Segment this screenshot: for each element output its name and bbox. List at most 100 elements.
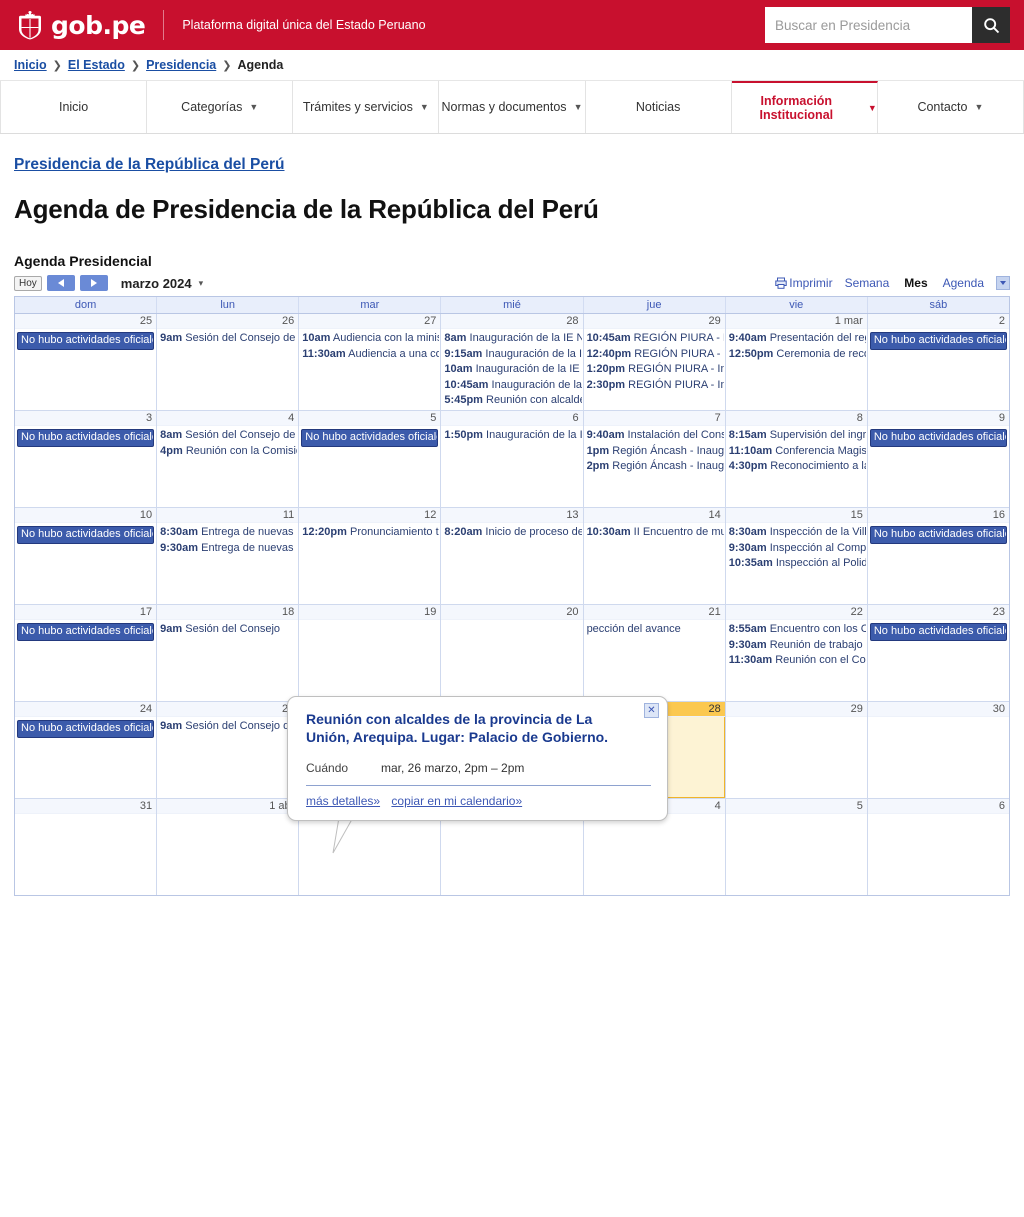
next-month-button[interactable] xyxy=(79,275,108,291)
calendar-event[interactable]: 10:30am II Encuentro de muj xyxy=(585,525,724,541)
calendar-event[interactable]: 8:30am Inspección de la Villa xyxy=(727,525,866,541)
calendar-day-cell[interactable]: 27 10am Audiencia con la minist 11:30am Au… xyxy=(299,314,442,410)
prev-month-button[interactable] xyxy=(46,275,75,291)
calendar-event[interactable]: 1:20pm REGIÓN PIURA - Inau xyxy=(585,362,724,378)
view-tab-semana[interactable]: Semana xyxy=(844,276,890,290)
calendar-event[interactable]: 9am Sesión del Consejo de M xyxy=(158,719,297,735)
calendar-day-cell[interactable]: 7 9:40am Instalación del Conse 1pm Región … xyxy=(583,411,726,507)
calendar-event[interactable]: 12:20pm Pronunciamiento tra xyxy=(300,525,439,541)
calendar-day-cell[interactable]: 17 No hubo actividades oficiales xyxy=(15,605,158,701)
calendar-event[interactable]: 9:40am Instalación del Conse xyxy=(585,428,724,444)
calendar-day-cell[interactable]: 20 xyxy=(441,605,584,701)
no-activities-badge[interactable]: No hubo actividades oficiales xyxy=(869,429,1007,447)
calendar-day-cell[interactable]: 5 No hubo actividades oficiales xyxy=(299,411,442,507)
calendar-day-cell[interactable]: 14 10:30am II Encuentro de muj xyxy=(583,508,726,604)
calendar-event[interactable]: 8:15am Supervisión del ingre xyxy=(727,428,866,444)
no-activities-badge[interactable]: No hubo actividades oficiales xyxy=(17,429,155,447)
calendar-day-cell[interactable]: 19 xyxy=(299,605,442,701)
print-button[interactable]: Imprimir xyxy=(775,276,833,290)
calendar-event[interactable]: 2pm Región Áncash - Inaugu xyxy=(585,459,724,475)
calendar-event[interactable]: 9:30am Entrega de nuevas xyxy=(158,541,297,557)
calendar-event[interactable]: 2:30pm REGIÓN PIURA - Inau xyxy=(585,378,724,394)
calendar-day-cell[interactable]: 3 No hubo actividades oficiales xyxy=(15,411,158,507)
no-activities-badge[interactable]: No hubo actividades oficiales xyxy=(17,332,155,350)
calendar-day-cell[interactable]: 31 xyxy=(15,799,158,895)
calendar-event[interactable]: 11:30am Reunión con el Cons xyxy=(727,653,866,669)
no-activities-badge[interactable]: No hubo actividades oficiales xyxy=(869,526,1007,544)
view-tab-mes[interactable]: Mes xyxy=(901,275,931,291)
calendar-day-cell[interactable]: 30 xyxy=(867,702,1009,798)
no-activities-badge[interactable]: No hubo actividades oficiales xyxy=(17,720,155,738)
calendar-day-cell[interactable]: 2 No hubo actividades oficiales xyxy=(867,314,1009,410)
calendar-event[interactable]: 9:15am Inauguración de la IE xyxy=(442,347,581,363)
calendar-event[interactable]: pección del avance xyxy=(585,622,724,638)
calendar-event[interactable]: 10:45am Inauguración de la xyxy=(442,378,581,394)
today-button[interactable]: Hoy xyxy=(14,275,42,291)
calendar-event[interactable]: 8:55am Encuentro con los Co xyxy=(727,622,866,638)
calendar-event[interactable]: 10:45am REGIÓN PIURA - Ina xyxy=(585,331,724,347)
calendar-day-cell[interactable]: 15 8:30am Inspección de la Villa 9:30am In… xyxy=(725,508,868,604)
calendar-event[interactable]: 8:20am Inicio de proceso de xyxy=(442,525,581,541)
calendar-day-cell[interactable]: 1 abr xyxy=(157,799,300,895)
calendar-day-cell[interactable]: 23 No hubo actividades oficiales xyxy=(867,605,1009,701)
calendar-day-cell[interactable]: 12 12:20pm Pronunciamiento tra xyxy=(299,508,442,604)
brand-logo[interactable]: gob.pe xyxy=(0,10,146,40)
calendar-event[interactable]: 8am Inauguración de la IE N xyxy=(442,331,581,347)
nav-item-normas-y-documentos[interactable]: Normas y documentos ▼ xyxy=(439,81,586,133)
no-activities-badge[interactable]: No hubo actividades oficiales xyxy=(17,526,155,544)
calendar-day-cell[interactable]: 21 pección del avance xyxy=(583,605,726,701)
view-dropdown-button[interactable] xyxy=(996,276,1010,290)
calendar-day-cell[interactable]: 25 No hubo actividades oficiales xyxy=(15,314,158,410)
no-activities-badge[interactable]: No hubo actividades oficiales xyxy=(869,623,1007,641)
view-tab-agenda[interactable]: Agenda xyxy=(942,276,984,290)
calendar-day-cell[interactable]: 22 8:55am Encuentro con los Co 9:30am Reun… xyxy=(725,605,868,701)
calendar-day-cell[interactable]: 18 9am Sesión del Consejo xyxy=(157,605,300,701)
calendar-event[interactable]: 11:30am Audiencia a una com xyxy=(300,347,439,363)
calendar-event[interactable]: 9am Sesión del Consejo de M xyxy=(158,331,297,347)
calendar-event[interactable]: 10:35am Inspección al Polidep xyxy=(727,556,866,572)
nav-item-contacto[interactable]: Contacto ▼ xyxy=(878,81,1024,133)
calendar-day-cell[interactable]: 16 No hubo actividades oficiales xyxy=(867,508,1009,604)
search-box[interactable] xyxy=(765,7,1010,43)
no-activities-badge[interactable]: No hubo actividades oficiales xyxy=(17,623,155,641)
calendar-event[interactable]: 4:30pm Reconocimiento a las xyxy=(727,459,866,475)
nav-item-categorias[interactable]: Categorías ▼ xyxy=(147,81,294,133)
breadcrumb-item-el-estado[interactable]: El Estado xyxy=(67,58,125,72)
nav-item-tramites-y-servicios[interactable]: Trámites y servicios ▼ xyxy=(293,81,440,133)
calendar-day-cell[interactable]: 26 9am Sesión del Consejo de M xyxy=(157,314,300,410)
calendar-event[interactable]: 9:30am Reunión de trabajo c xyxy=(727,638,866,654)
calendar-event[interactable]: 9:30am Inspección al Comple xyxy=(727,541,866,557)
calendar-event[interactable]: 1:50pm Inauguración de la I. xyxy=(442,428,581,444)
calendar-event[interactable]: 8:30am Entrega de nuevas in xyxy=(158,525,297,541)
more-details-link[interactable]: más detalles» xyxy=(306,793,381,808)
calendar-day-cell[interactable]: 28 8am Inauguración de la IE N 9:15am Inau… xyxy=(441,314,584,410)
calendar-event[interactable]: 12:50pm Ceremonia de recon xyxy=(727,347,866,363)
no-activities-badge[interactable]: No hubo actividades oficiales xyxy=(301,429,439,447)
calendar-day-cell[interactable]: 6 1:50pm Inauguración de la I. xyxy=(441,411,584,507)
calendar-event[interactable]: 12:40pm REGIÓN PIURA - Ina xyxy=(585,347,724,363)
calendar-day-cell[interactable]: 9 No hubo actividades oficiales xyxy=(867,411,1009,507)
calendar-day-cell[interactable]: 24 No hubo actividades oficiales xyxy=(15,702,158,798)
calendar-day-cell[interactable]: 4 8am Sesión del Consejo de M 4pm Reunión … xyxy=(157,411,300,507)
calendar-event[interactable]: 1pm Región Áncash - Inaugu xyxy=(585,444,724,460)
calendar-day-cell[interactable]: 5 xyxy=(725,799,868,895)
calendar-event[interactable]: 9:40am Presentación del regl xyxy=(727,331,866,347)
nav-item-noticias[interactable]: Noticias xyxy=(586,81,732,133)
search-input[interactable] xyxy=(765,8,972,42)
breadcrumb-item-inicio[interactable]: Inicio xyxy=(14,58,47,72)
calendar-day-cell[interactable]: 10 No hubo actividades oficiales xyxy=(15,508,158,604)
calendar-event[interactable]: 10am Inauguración de la IE I xyxy=(442,362,581,378)
no-activities-badge[interactable]: No hubo actividades oficiales xyxy=(869,332,1007,350)
nav-item-informacion-institucional[interactable]: Información Institucional ▼ xyxy=(731,81,878,133)
calendar-event[interactable]: 5:45pm Reunión con alcaldes xyxy=(442,393,581,409)
calendar-event[interactable]: 9am Sesión del Consejo xyxy=(158,622,297,638)
calendar-day-cell[interactable]: 1 mar 9:40am Presentación del regl 12:50pm… xyxy=(725,314,868,410)
nav-item-inicio[interactable]: Inicio xyxy=(0,81,148,133)
calendar-event[interactable]: 10am Audiencia con la minist xyxy=(300,331,439,347)
calendar-event[interactable]: 8am Sesión del Consejo de M xyxy=(158,428,297,444)
close-icon[interactable]: ✕ xyxy=(644,703,659,718)
copy-to-calendar-link[interactable]: copiar en mi calendario» xyxy=(391,793,523,808)
calendar-day-cell[interactable]: 25 9am Sesión del Consejo de M xyxy=(157,702,300,798)
search-button[interactable] xyxy=(972,7,1010,43)
